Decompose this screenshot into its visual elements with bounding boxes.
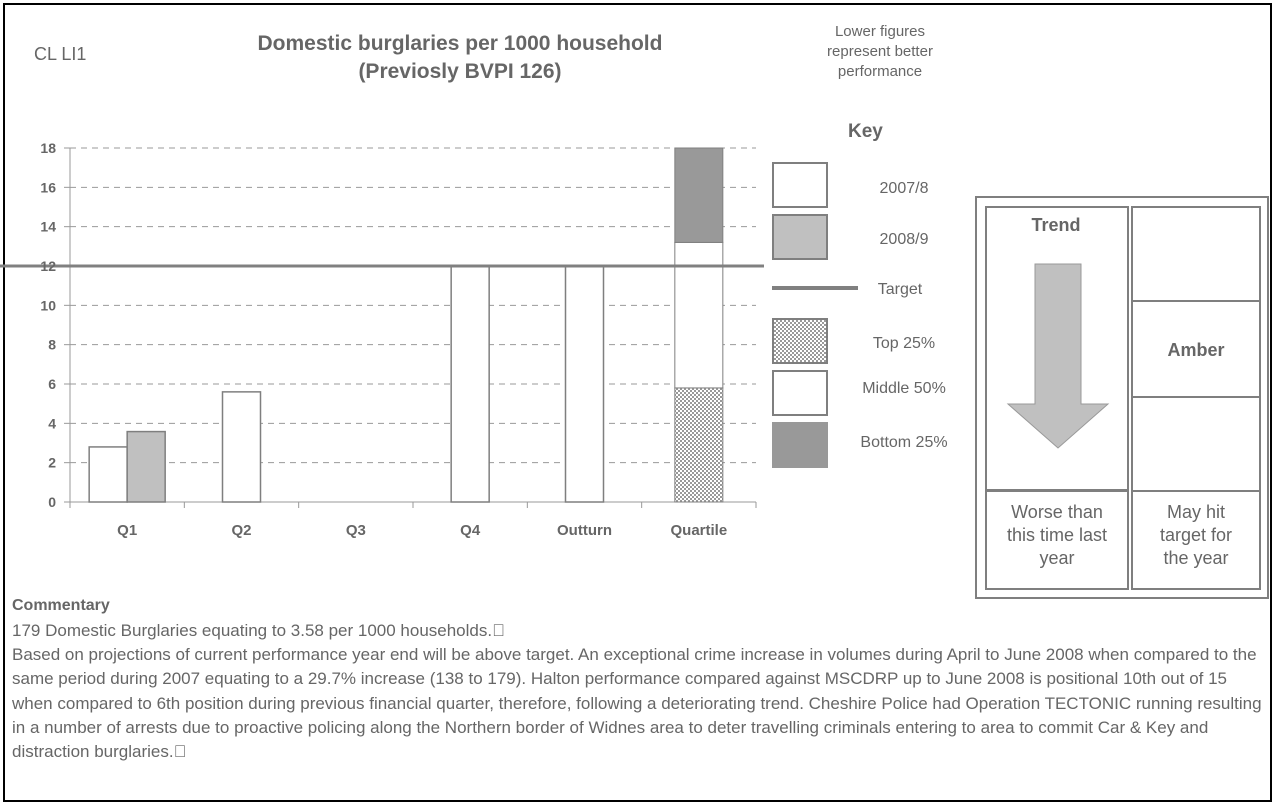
y-tick-label-10: 10 [40,297,56,313]
x-tick-label-q3: Q3 [346,522,366,539]
y-tick-label-8: 8 [48,337,56,353]
bar-2007-8-outturn [564,265,605,503]
trend-caption-line2: this time last [1006,525,1108,545]
performance-note: Lower figures represent better performan… [780,22,980,82]
status-caption-line2: target for [1159,525,1233,545]
bar-2007-8-q1 [88,446,128,503]
key-label-target: Target [877,281,923,298]
trend-title: Trend [1031,215,1081,235]
y-tick-label-12: 12 [40,258,56,274]
commentary-heading: Commentary [12,597,110,614]
chart-title-line2: (Previosly BVPI 126) [358,60,562,83]
key-swatch-2008-9 [772,214,828,260]
status-cell-top [1131,206,1261,302]
quartile-middle-50-segment [674,241,724,389]
bar-2008-9-q1 [126,430,166,503]
key-label-bottom-25-: Bottom 25% [860,434,948,451]
performance-note-line3: performance [837,63,923,80]
key-label-top-25-: Top 25% [872,335,936,352]
trend-caption-line3: year [1039,548,1075,568]
key-label-2007-8: 2007/8 [879,180,929,197]
y-tick-label-14: 14 [40,219,56,235]
chart-title-line1: Domestic burglaries per 1000 household [257,32,663,55]
x-tick-label-q2: Q2 [231,522,251,539]
bar-2007-8-q4 [450,265,490,503]
chart-title: Domestic burglaries per 1000 household (… [180,30,740,86]
x-tick-label-quartile: Quartile [670,522,727,539]
trend-caption-cell [985,490,1129,590]
performance-note-line2: represent better [827,43,933,60]
key-swatch-target [772,286,858,290]
status-caption: May hit target for the year [1133,501,1259,570]
indicator-code: CL LI1 [34,44,87,64]
trend-caption: Worse than this time last year [987,501,1127,570]
bar-chart: 0 2 4 6 8 10 12 14 16 18 Q1 Q2 Q3 Q4 Outturn Quartile [0,140,764,539]
y-tick-label-18: 18 [40,140,56,156]
status-amber: Amber [1167,340,1225,360]
y-tick-label-4: 4 [48,415,56,431]
x-tick-label-q4: Q4 [460,522,481,539]
y-tick-label-6: 6 [48,376,56,392]
key-swatch-2007-8 [772,162,828,208]
quartile-bottom-25-segment [674,147,724,243]
key-title: Key [848,121,883,142]
key-swatch-middle-50- [772,370,828,416]
bar-2007-8-q2 [221,391,262,503]
key-swatch-top-25- [772,318,828,364]
down-arrow-icon [1006,263,1110,449]
report-frame [3,3,1272,802]
y-tick-label-2: 2 [48,455,56,471]
commentary-paragraph-2: Based on projections of current performa… [12,645,1262,762]
commentary-text: 179 Domestic Burglaries equating to 3.58… [12,619,1262,764]
key-label-2008-9: 2008/9 [879,231,929,248]
status-caption-line3: the year [1163,548,1229,568]
performance-note-line1: Lower figures [834,23,926,40]
status-caption-line1: May hit [1166,502,1226,522]
trend-caption-line1: Worse than [1011,502,1103,522]
quartile-top-25-segment [674,387,724,503]
status-cell-bottom [1131,396,1261,492]
y-tick-label-16: 16 [40,179,56,195]
status-caption-cell [1131,490,1261,590]
commentary-paragraph-1: 179 Domestic Burglaries equating to 3.58… [12,621,505,640]
trend-panel [975,196,1269,599]
x-tick-label-q1: Q1 [117,522,137,539]
key-swatch-bottom-25- [772,422,828,468]
x-tick-label-outturn: Outturn [557,522,612,539]
key-label-middle-50-: Middle 50% [862,380,946,397]
y-tick-label-0: 0 [48,494,56,510]
